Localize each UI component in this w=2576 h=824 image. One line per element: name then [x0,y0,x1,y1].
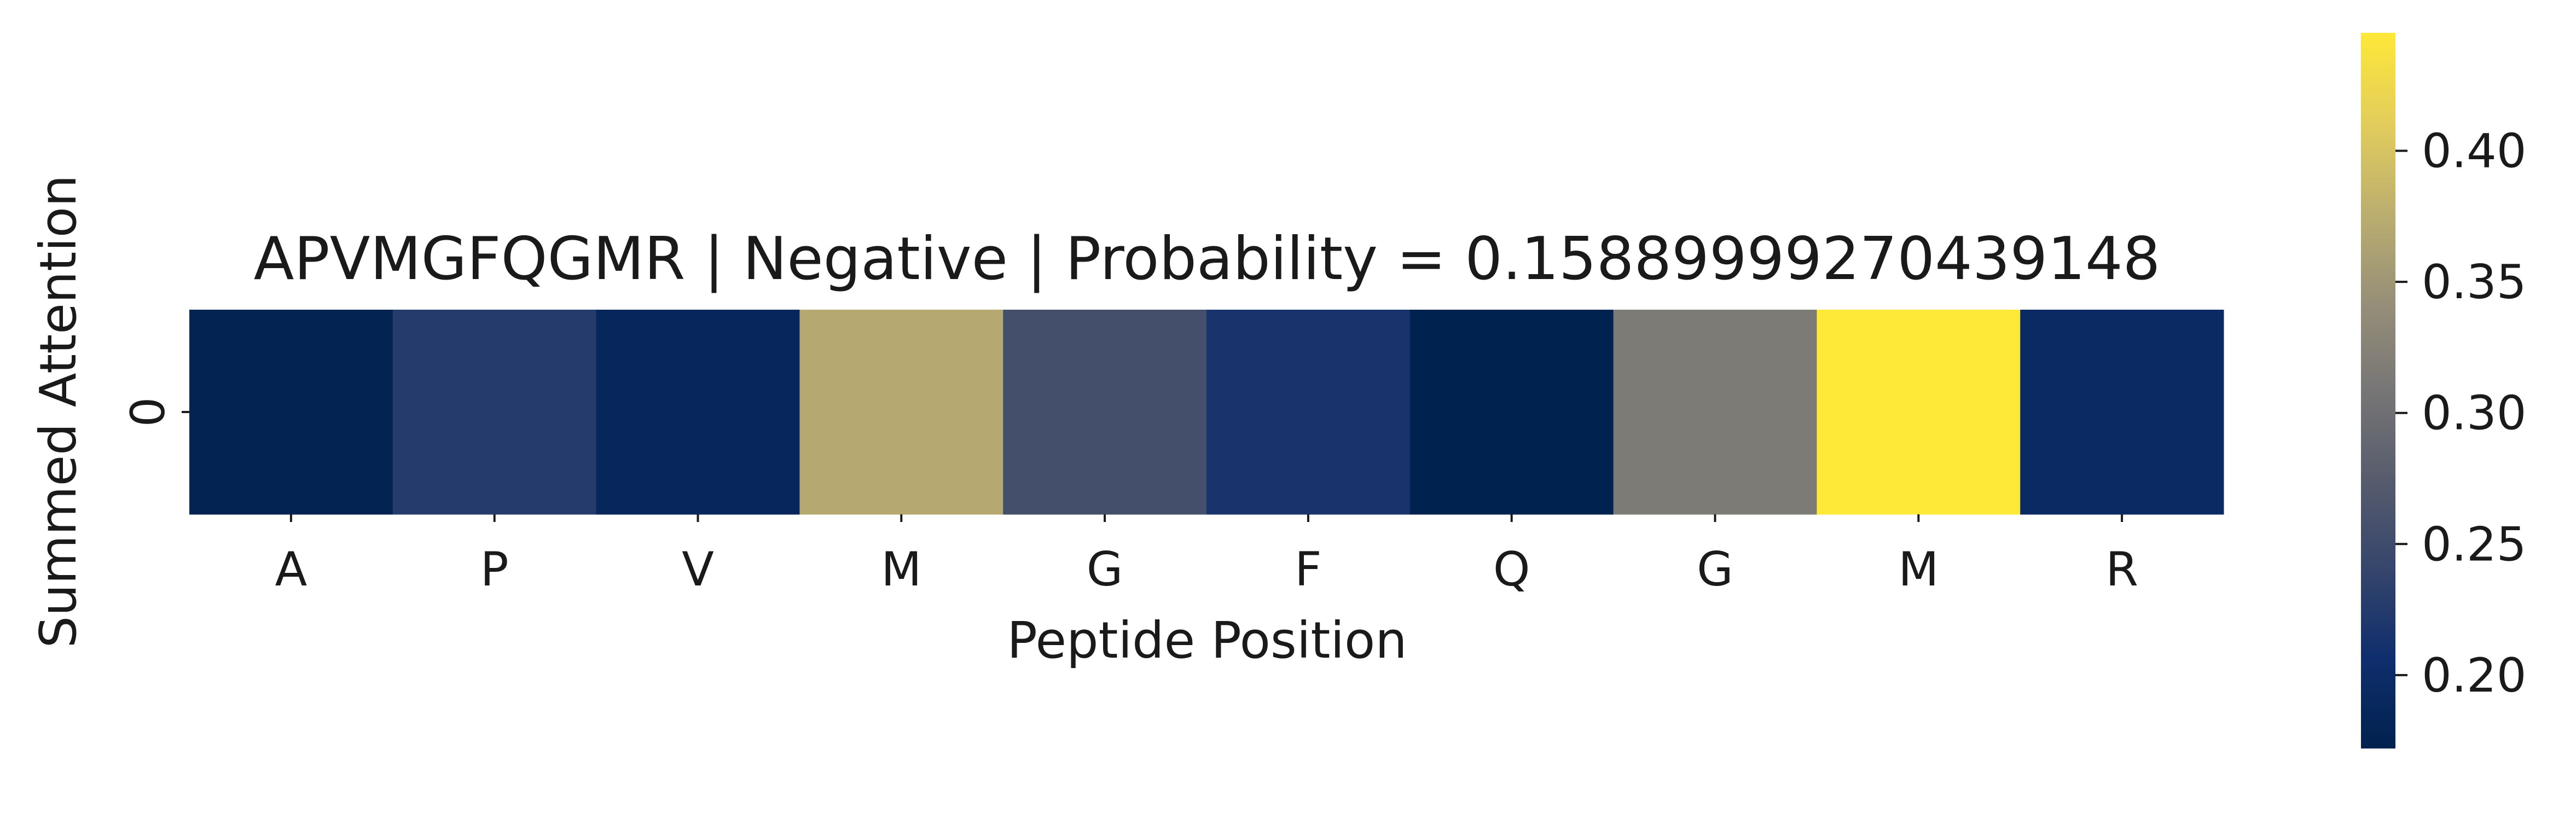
heatmap-cell [392,310,597,515]
x-tick-label: A [275,542,307,597]
y-tick-label: 0 [121,397,176,427]
colorbar-tick-label: 0.30 [2422,386,2526,441]
y-axis-ticks: 0 [121,397,189,427]
heatmap-cell [1003,310,1207,515]
heatmap-cell [1817,310,2021,515]
x-tick-label: M [881,542,921,597]
colorbar-tick-label: 0.20 [2422,648,2526,703]
colorbar [2361,33,2395,748]
heatmap-cell [189,310,393,515]
heatmap-cells [189,310,2224,515]
colorbar-ticks: 0.20 0.25 0.30 0.35 0.40 [2395,124,2526,703]
heatmap-cell [1409,310,1614,515]
heatmap-cell [1206,310,1411,515]
y-axis-label: Summed Attention [29,175,88,648]
x-tick-label: R [2105,542,2138,597]
x-tick-label: G [1697,542,1733,597]
x-tick-label: V [682,542,714,597]
heatmap-cell [799,310,1003,515]
x-tick-label: M [1898,542,1939,597]
x-tick-label: Q [1493,542,1530,597]
x-tick-label: G [1087,542,1123,597]
colorbar-tick-label: 0.25 [2422,517,2526,572]
x-axis-label: Peptide Position [1007,611,1407,670]
heatmap-cell [596,310,800,515]
colorbar-tick-label: 0.35 [2422,255,2526,310]
x-tick-label: P [480,542,509,597]
chart-title: APVMGFQGMR | Negative | Probability = 0.… [254,225,2161,293]
heatmap-cell [1613,310,1817,515]
x-tick-label: F [1295,542,1321,597]
heatmap-cell [2020,310,2224,515]
colorbar-tick-label: 0.40 [2422,124,2526,179]
